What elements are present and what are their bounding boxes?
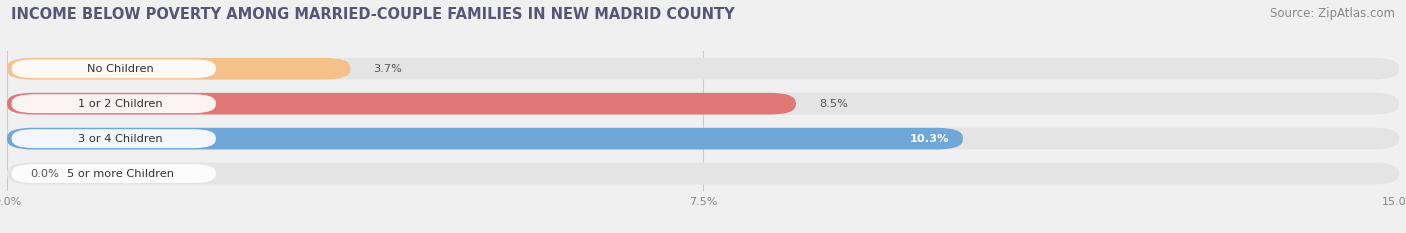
FancyBboxPatch shape (11, 59, 217, 78)
FancyBboxPatch shape (7, 93, 1399, 115)
FancyBboxPatch shape (11, 94, 217, 113)
Text: 5 or more Children: 5 or more Children (66, 169, 174, 178)
Text: Source: ZipAtlas.com: Source: ZipAtlas.com (1270, 7, 1395, 20)
Text: 0.0%: 0.0% (31, 169, 59, 178)
FancyBboxPatch shape (11, 129, 217, 148)
Text: 3 or 4 Children: 3 or 4 Children (77, 134, 163, 144)
FancyBboxPatch shape (7, 58, 1399, 80)
Text: INCOME BELOW POVERTY AMONG MARRIED-COUPLE FAMILIES IN NEW MADRID COUNTY: INCOME BELOW POVERTY AMONG MARRIED-COUPL… (11, 7, 735, 22)
FancyBboxPatch shape (7, 58, 350, 80)
Text: 1 or 2 Children: 1 or 2 Children (77, 99, 163, 109)
Text: No Children: No Children (87, 64, 153, 74)
Text: 10.3%: 10.3% (910, 134, 949, 144)
FancyBboxPatch shape (7, 128, 1399, 150)
FancyBboxPatch shape (11, 164, 217, 183)
Text: 3.7%: 3.7% (374, 64, 402, 74)
FancyBboxPatch shape (7, 93, 796, 115)
FancyBboxPatch shape (7, 128, 963, 150)
FancyBboxPatch shape (7, 163, 1399, 185)
Text: 8.5%: 8.5% (818, 99, 848, 109)
